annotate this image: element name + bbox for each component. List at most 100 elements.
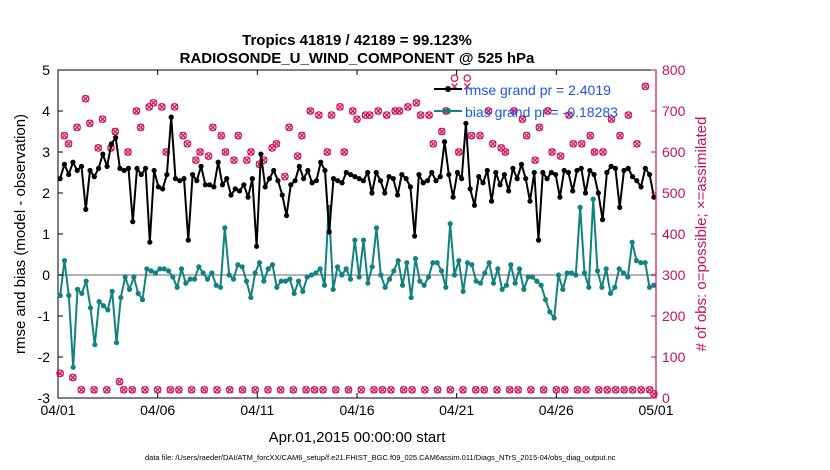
y-axis-label-left: rmse and bias (model - observation) (12, 114, 29, 354)
obs-possible-point (454, 148, 463, 156)
rmse-point (441, 139, 448, 145)
rmse-point (604, 169, 610, 176)
obs-assimilated-point (77, 386, 85, 394)
rmse-point (429, 169, 435, 176)
rmse-point (407, 184, 413, 190)
obs-possible-point (620, 385, 629, 394)
y-tick-label-left: -3 (38, 390, 51, 406)
rmse-point (493, 169, 499, 176)
obs-possible-point (319, 385, 327, 394)
obs-assimilated-point (179, 132, 187, 140)
obs-assimilated-point (336, 103, 344, 111)
bias-point (196, 264, 202, 270)
obs-assimilated-point (294, 152, 302, 160)
obs-possible-point (463, 74, 472, 83)
obs-possible-point (264, 385, 272, 394)
bias-point (551, 315, 557, 321)
rmse-point (322, 167, 328, 174)
rmse-point (151, 167, 157, 174)
obs-possible-point (488, 139, 497, 148)
rmse-point (437, 174, 443, 180)
obs-assimilated-point (239, 386, 246, 394)
rmse-point (574, 167, 580, 174)
bias-point (356, 274, 362, 280)
obs-possible-point (484, 107, 493, 115)
bias-point (525, 274, 531, 280)
obs-possible-point (391, 107, 400, 115)
obs-assimilated-point (323, 148, 331, 156)
footer-data-file: data file: /Users/raeder/DAI/ATM_forcXX/… (145, 453, 616, 462)
y-tick-label-right: 100 (662, 349, 686, 365)
bias-point (83, 278, 89, 284)
rmse-point (612, 165, 619, 171)
rmse-point (587, 167, 593, 174)
obs-assimilated-point (328, 111, 336, 119)
rmse-point (279, 192, 285, 198)
bias-point (174, 284, 180, 290)
bias-point (226, 272, 232, 278)
bias-point (300, 288, 306, 294)
obs-assimilated-point (315, 111, 323, 119)
rmse-point (365, 169, 371, 176)
obs-assimilated-point (289, 386, 297, 394)
rmse-point (565, 169, 572, 176)
obs-assimilated-point (510, 107, 518, 115)
bias-point (651, 282, 657, 288)
rmse-point (95, 165, 102, 171)
rmse-point (600, 217, 606, 223)
rmse-point (66, 171, 72, 178)
bias-point (139, 297, 146, 303)
rmse-point (288, 182, 294, 188)
obs-assimilated-point (166, 386, 174, 394)
rmse-point (356, 176, 362, 182)
bias-point (122, 274, 128, 280)
y-tick-label-left: -1 (38, 308, 51, 324)
bias-point (447, 221, 453, 227)
obs-assimilated-point (387, 386, 395, 394)
bias-point (469, 262, 475, 268)
y-tick-label-left: 0 (42, 267, 50, 283)
obs-assimilated-point (154, 386, 162, 394)
bias-point (230, 276, 237, 282)
rmse-point (130, 219, 136, 225)
obs-assimilated-point (434, 386, 442, 394)
chart-title-line1: Tropics 41819 / 42189 = 99.123% (242, 32, 472, 49)
rmse-point (510, 165, 516, 171)
y-tick-label-right: 400 (662, 226, 686, 242)
obs-assimilated-point (171, 103, 179, 111)
rmse-point (207, 182, 213, 188)
rmse-point (386, 174, 392, 180)
obs-possible-point (77, 385, 86, 394)
obs-possible-point (552, 385, 561, 394)
obs-assimilated-point (149, 99, 157, 107)
rmse-point (236, 188, 243, 194)
obs-assimilated-point (349, 107, 357, 115)
obs-possible-point (586, 131, 595, 140)
bias-point (282, 278, 289, 284)
obs-assimilated-point (438, 128, 446, 135)
bias-point (625, 274, 631, 280)
obs-assimilated-point (557, 152, 565, 160)
obs-assimilated-point (531, 156, 539, 164)
bias-point (516, 266, 523, 272)
bias-point (612, 284, 618, 290)
obs-assimilated-point (446, 386, 454, 394)
obs-possible-point (616, 131, 624, 140)
obs-assimilated-point (116, 378, 123, 386)
rmse-point (646, 171, 653, 178)
obs-assimilated-point (99, 115, 106, 123)
obs-possible-point (459, 385, 467, 394)
rmse-point (224, 176, 230, 182)
obs-possible-point (128, 385, 137, 394)
rmse-point (305, 167, 311, 174)
bias-point (408, 294, 414, 301)
obs-assimilated-point (565, 111, 573, 119)
bias-point (434, 260, 440, 266)
bias-point (412, 256, 419, 262)
obs-assimilated-point (243, 156, 251, 164)
obs-possible-point (404, 103, 412, 111)
bias-point (594, 268, 601, 274)
obs-possible-point (191, 156, 200, 165)
rmse-point (446, 171, 452, 178)
